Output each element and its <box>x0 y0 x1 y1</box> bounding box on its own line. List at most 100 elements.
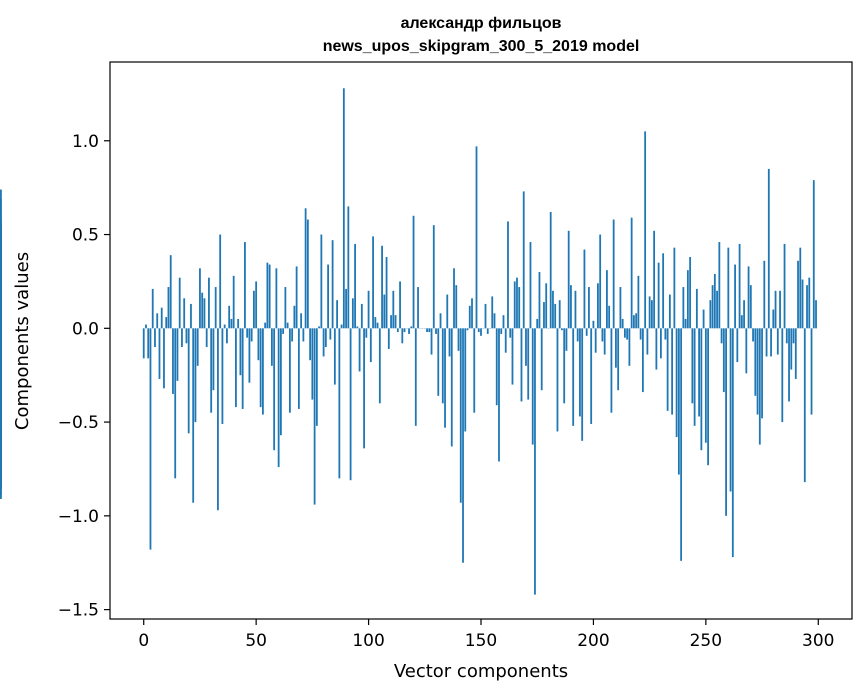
bar-188 <box>565 328 568 351</box>
bar-240 <box>682 287 685 329</box>
bar-96 <box>358 328 361 372</box>
bar-169 <box>522 191 525 329</box>
y-axis-ticks: −1.5 −1.0 −0.5 0.0 0.5 1.0 <box>58 132 110 621</box>
bar-242 <box>686 270 689 329</box>
bar-269 <box>747 266 750 329</box>
bar-44 <box>241 328 244 409</box>
bar-276 <box>763 260 766 329</box>
y-tick-label: −1.0 <box>58 507 99 527</box>
bar-202 <box>597 283 599 329</box>
bar-234 <box>668 294 671 329</box>
bar-39 <box>230 318 233 329</box>
bar-136 <box>448 328 451 357</box>
bar-181 <box>549 212 552 329</box>
bar-45 <box>244 242 246 329</box>
bar-33 <box>217 328 219 511</box>
y-tick-label: 0.0 <box>72 319 99 339</box>
bar-207 <box>608 305 611 329</box>
bar-57 <box>270 328 273 366</box>
bar-162 <box>507 221 509 329</box>
bar-268 <box>745 328 748 374</box>
bar-6 <box>156 313 159 329</box>
bar-156 <box>493 313 496 329</box>
bar-293 <box>801 279 804 329</box>
bar-109 <box>387 328 390 349</box>
bar-91 <box>347 206 350 329</box>
bar-95 <box>356 326 359 329</box>
bar-34 <box>219 234 222 329</box>
bar-100 <box>367 290 370 329</box>
bar-199 <box>590 328 593 424</box>
bar-41 <box>235 328 237 408</box>
bar-121 <box>414 328 417 426</box>
bar-97 <box>360 303 363 329</box>
bar-247 <box>698 328 700 417</box>
bar-138 <box>453 268 455 329</box>
bar-18 <box>183 298 186 329</box>
bar-295 <box>806 285 808 329</box>
bar-198 <box>588 287 590 329</box>
bar-201 <box>594 328 597 353</box>
bar-40 <box>232 275 235 329</box>
bar-105 <box>378 328 381 404</box>
bar-171 <box>527 328 530 400</box>
bar-108 <box>385 257 388 329</box>
bar-186 <box>561 328 563 331</box>
bar-144 <box>466 328 469 331</box>
bar-277 <box>765 328 768 357</box>
bar-20 <box>187 328 190 434</box>
bar-296 <box>808 277 811 329</box>
bar-94 <box>354 243 356 329</box>
bar-129 <box>432 225 435 329</box>
bar-214 <box>624 328 626 338</box>
bar-278 <box>767 168 770 329</box>
bar-65 <box>288 328 291 413</box>
bar-127 <box>428 328 431 333</box>
bar-225 <box>648 296 651 329</box>
bar-219 <box>635 313 638 329</box>
bar-253 <box>711 285 714 329</box>
bar-208 <box>610 328 613 413</box>
bar-23 <box>194 328 197 423</box>
bar-258 <box>722 328 725 393</box>
x-tick-label: 300 <box>802 631 834 651</box>
bar-140 <box>457 328 460 351</box>
bar-131 <box>437 328 440 396</box>
bar-29 <box>208 277 210 329</box>
bar-13 <box>172 328 174 394</box>
bar-185 <box>558 300 561 329</box>
bar-75 <box>311 328 314 400</box>
bar-260 <box>727 247 730 329</box>
bar-104 <box>376 322 379 329</box>
bar-153 <box>486 328 489 334</box>
bar-31 <box>212 328 215 391</box>
bar-160 <box>502 315 505 329</box>
bar-26 <box>201 292 204 329</box>
bar-107 <box>383 294 386 329</box>
bar-139 <box>455 285 458 329</box>
bar-182 <box>552 290 554 329</box>
x-tick-label: 250 <box>690 631 722 651</box>
bar-84 <box>331 240 334 329</box>
bar-48 <box>250 328 253 342</box>
bar-228 <box>655 328 658 370</box>
bar-15 <box>176 328 179 381</box>
bar-183 <box>554 303 557 329</box>
bar-252 <box>709 300 712 329</box>
bar-220 <box>637 275 640 329</box>
bar-120 <box>412 215 415 329</box>
bar-12 <box>169 255 172 329</box>
bar-47 <box>248 328 251 383</box>
bar-195 <box>581 328 584 441</box>
x-axis-ticks: 0 50 100 150 200 250 300 <box>138 619 834 651</box>
bar-265 <box>738 243 741 329</box>
bar-38 <box>228 305 231 329</box>
bar-192 <box>574 290 577 329</box>
bar-32 <box>214 287 217 329</box>
bar-176 <box>538 272 541 329</box>
bar-289 <box>792 328 795 344</box>
bar-126 <box>426 328 428 333</box>
bar-170 <box>525 328 527 366</box>
bar-132 <box>439 313 442 329</box>
